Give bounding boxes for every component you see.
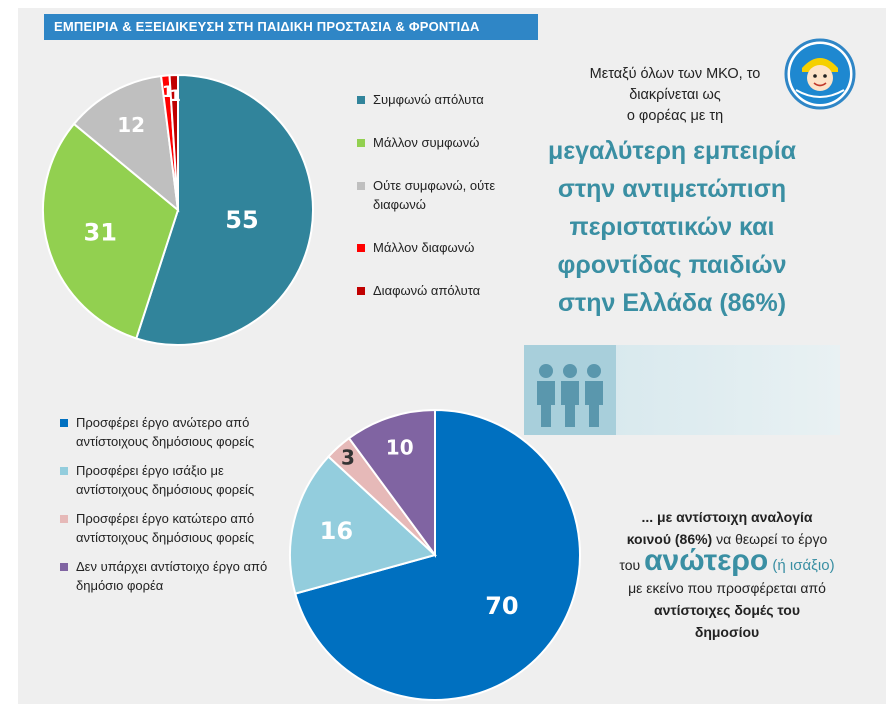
pie-slice xyxy=(289,455,437,595)
agreement-pie-chart: 55 31 12 11 xyxy=(42,73,314,346)
page-title: ΕΜΠΕΙΡΙΑ & ΕΞΕΙΔΙΚΕΥΣΗ ΣΤΗ ΠΑΙΔΙΚΗ ΠΡΟΣΤ… xyxy=(44,14,538,40)
legend-item: Διαφωνώ απόλυτα xyxy=(357,281,537,300)
pie-data-label: 16 xyxy=(320,517,353,545)
legend-swatch xyxy=(357,96,365,104)
legend-item: Συμφωνώ απόλυτα xyxy=(357,90,537,109)
legend-label: Συμφωνώ απόλυτα xyxy=(373,92,484,107)
legend-swatch xyxy=(60,563,68,571)
agreement-legend: Συμφωνώ απόλυτα Μάλλον συμφωνώ Ούτε συμφων… xyxy=(357,90,537,324)
pie-data-label: 10 xyxy=(386,436,414,460)
headline-line: μεγαλύτερη εμπειρία xyxy=(547,137,797,165)
pie-data-label: 1 xyxy=(162,82,173,101)
pie-slice xyxy=(72,74,180,213)
legend-item: Δεν υπάρχει αντίστοιχο έργο από δημόσιο … xyxy=(60,557,270,595)
legend-label: Προσφέρει έργο ανώτερο από αντίστοιχους … xyxy=(76,415,255,449)
caption-text: να θεωρεί το έργο xyxy=(712,531,828,547)
caption-text: κοινού (86%) xyxy=(626,531,713,547)
pie-slice xyxy=(168,73,179,211)
intro-line: Μεταξύ όλων των ΜΚΟ, το xyxy=(589,66,761,82)
caption-text: του xyxy=(619,557,645,573)
pie-slice xyxy=(135,73,314,346)
legend-item: Μάλλον διαφωνώ xyxy=(357,238,537,257)
pie-slice xyxy=(294,408,581,701)
pie-data-label: 12 xyxy=(117,113,145,137)
legend-item: Ούτε συμφωνώ, ούτε διαφωνώ xyxy=(357,176,537,214)
caption-emphasis: ανώτερο xyxy=(644,544,769,577)
caption-text: αντίστοιχες δομές του xyxy=(654,602,800,618)
caption-text: δημοσίου xyxy=(694,624,760,640)
legend-swatch xyxy=(357,182,365,190)
pie-data-label: 31 xyxy=(84,219,117,247)
intro-line: ο φορέας με τη xyxy=(626,108,724,124)
legend-swatch xyxy=(357,244,365,252)
legend-swatch xyxy=(357,287,365,295)
legend-label: Μάλλον συμφωνώ xyxy=(373,135,480,150)
comparison-legend: Προσφέρει έργο ανώτερο από αντίστοιχους … xyxy=(60,413,270,605)
legend-label: Ούτε συμφωνώ, ούτε διαφωνώ xyxy=(373,178,496,212)
headline-line: στην αντιμετώπιση xyxy=(557,175,787,203)
legend-item: Προσφέρει έργο κατώτερο από αντίστοιχους… xyxy=(60,509,270,547)
intro-text: Μεταξύ όλων των ΜΚΟ, το διακρίνεται ως ο… xyxy=(560,64,790,127)
intro-line: διακρίνεται ως xyxy=(629,87,721,103)
legend-item: Μάλλον συμφωνώ xyxy=(357,133,537,152)
headline-line: περιστατικών και xyxy=(569,213,775,241)
comparison-pie-chart: 70 16 3 10 xyxy=(289,408,581,701)
legend-swatch xyxy=(60,419,68,427)
legend-item: Προσφέρει έργο ισάξιο με αντίστοιχους δη… xyxy=(60,461,270,499)
people-icon-graphic xyxy=(524,345,840,435)
pie-slice xyxy=(42,122,180,340)
pie-data-label: 1 xyxy=(170,86,181,105)
legend-swatch xyxy=(60,467,68,475)
caption-text: (ή ισάξιο) xyxy=(768,557,835,574)
pie-data-label: 55 xyxy=(225,206,258,234)
legend-label: Προσφέρει έργο ισάξιο με αντίστοιχους δη… xyxy=(76,463,255,497)
legend-item: Προσφέρει έργο ανώτερο από αντίστοιχους … xyxy=(60,413,270,451)
legend-label: Δεν υπάρχει αντίστοιχο έργο από δημόσιο … xyxy=(76,559,268,593)
legend-swatch xyxy=(357,139,365,147)
bottom-strip xyxy=(18,704,886,711)
pie-data-label: 70 xyxy=(485,592,518,620)
legend-label: Προσφέρει έργο κατώτερο από αντίστοιχους… xyxy=(76,511,255,545)
legend-swatch xyxy=(60,515,68,523)
legend-label: Μάλλον διαφωνώ xyxy=(373,240,475,255)
headline-line: στην Ελλάδα (86%) xyxy=(557,289,787,317)
caption-text: ... με αντίστοιχη αναλογία xyxy=(641,509,813,525)
headline-text: μεγαλύτερη εμπειρία στην αντιμετώπιση πε… xyxy=(512,132,832,322)
legend-label: Διαφωνώ απόλυτα xyxy=(373,283,481,298)
smile-logo-icon xyxy=(784,38,856,110)
comparison-caption: ... με αντίστοιχη αναλογία κοινού (86%) … xyxy=(588,506,866,643)
pie-slice xyxy=(347,408,436,559)
caption-text: με εκείνο που προσφέρεται από xyxy=(628,580,826,596)
headline-line: φροντίδας παιδιών xyxy=(557,251,787,279)
pie-data-label: 3 xyxy=(341,446,355,470)
